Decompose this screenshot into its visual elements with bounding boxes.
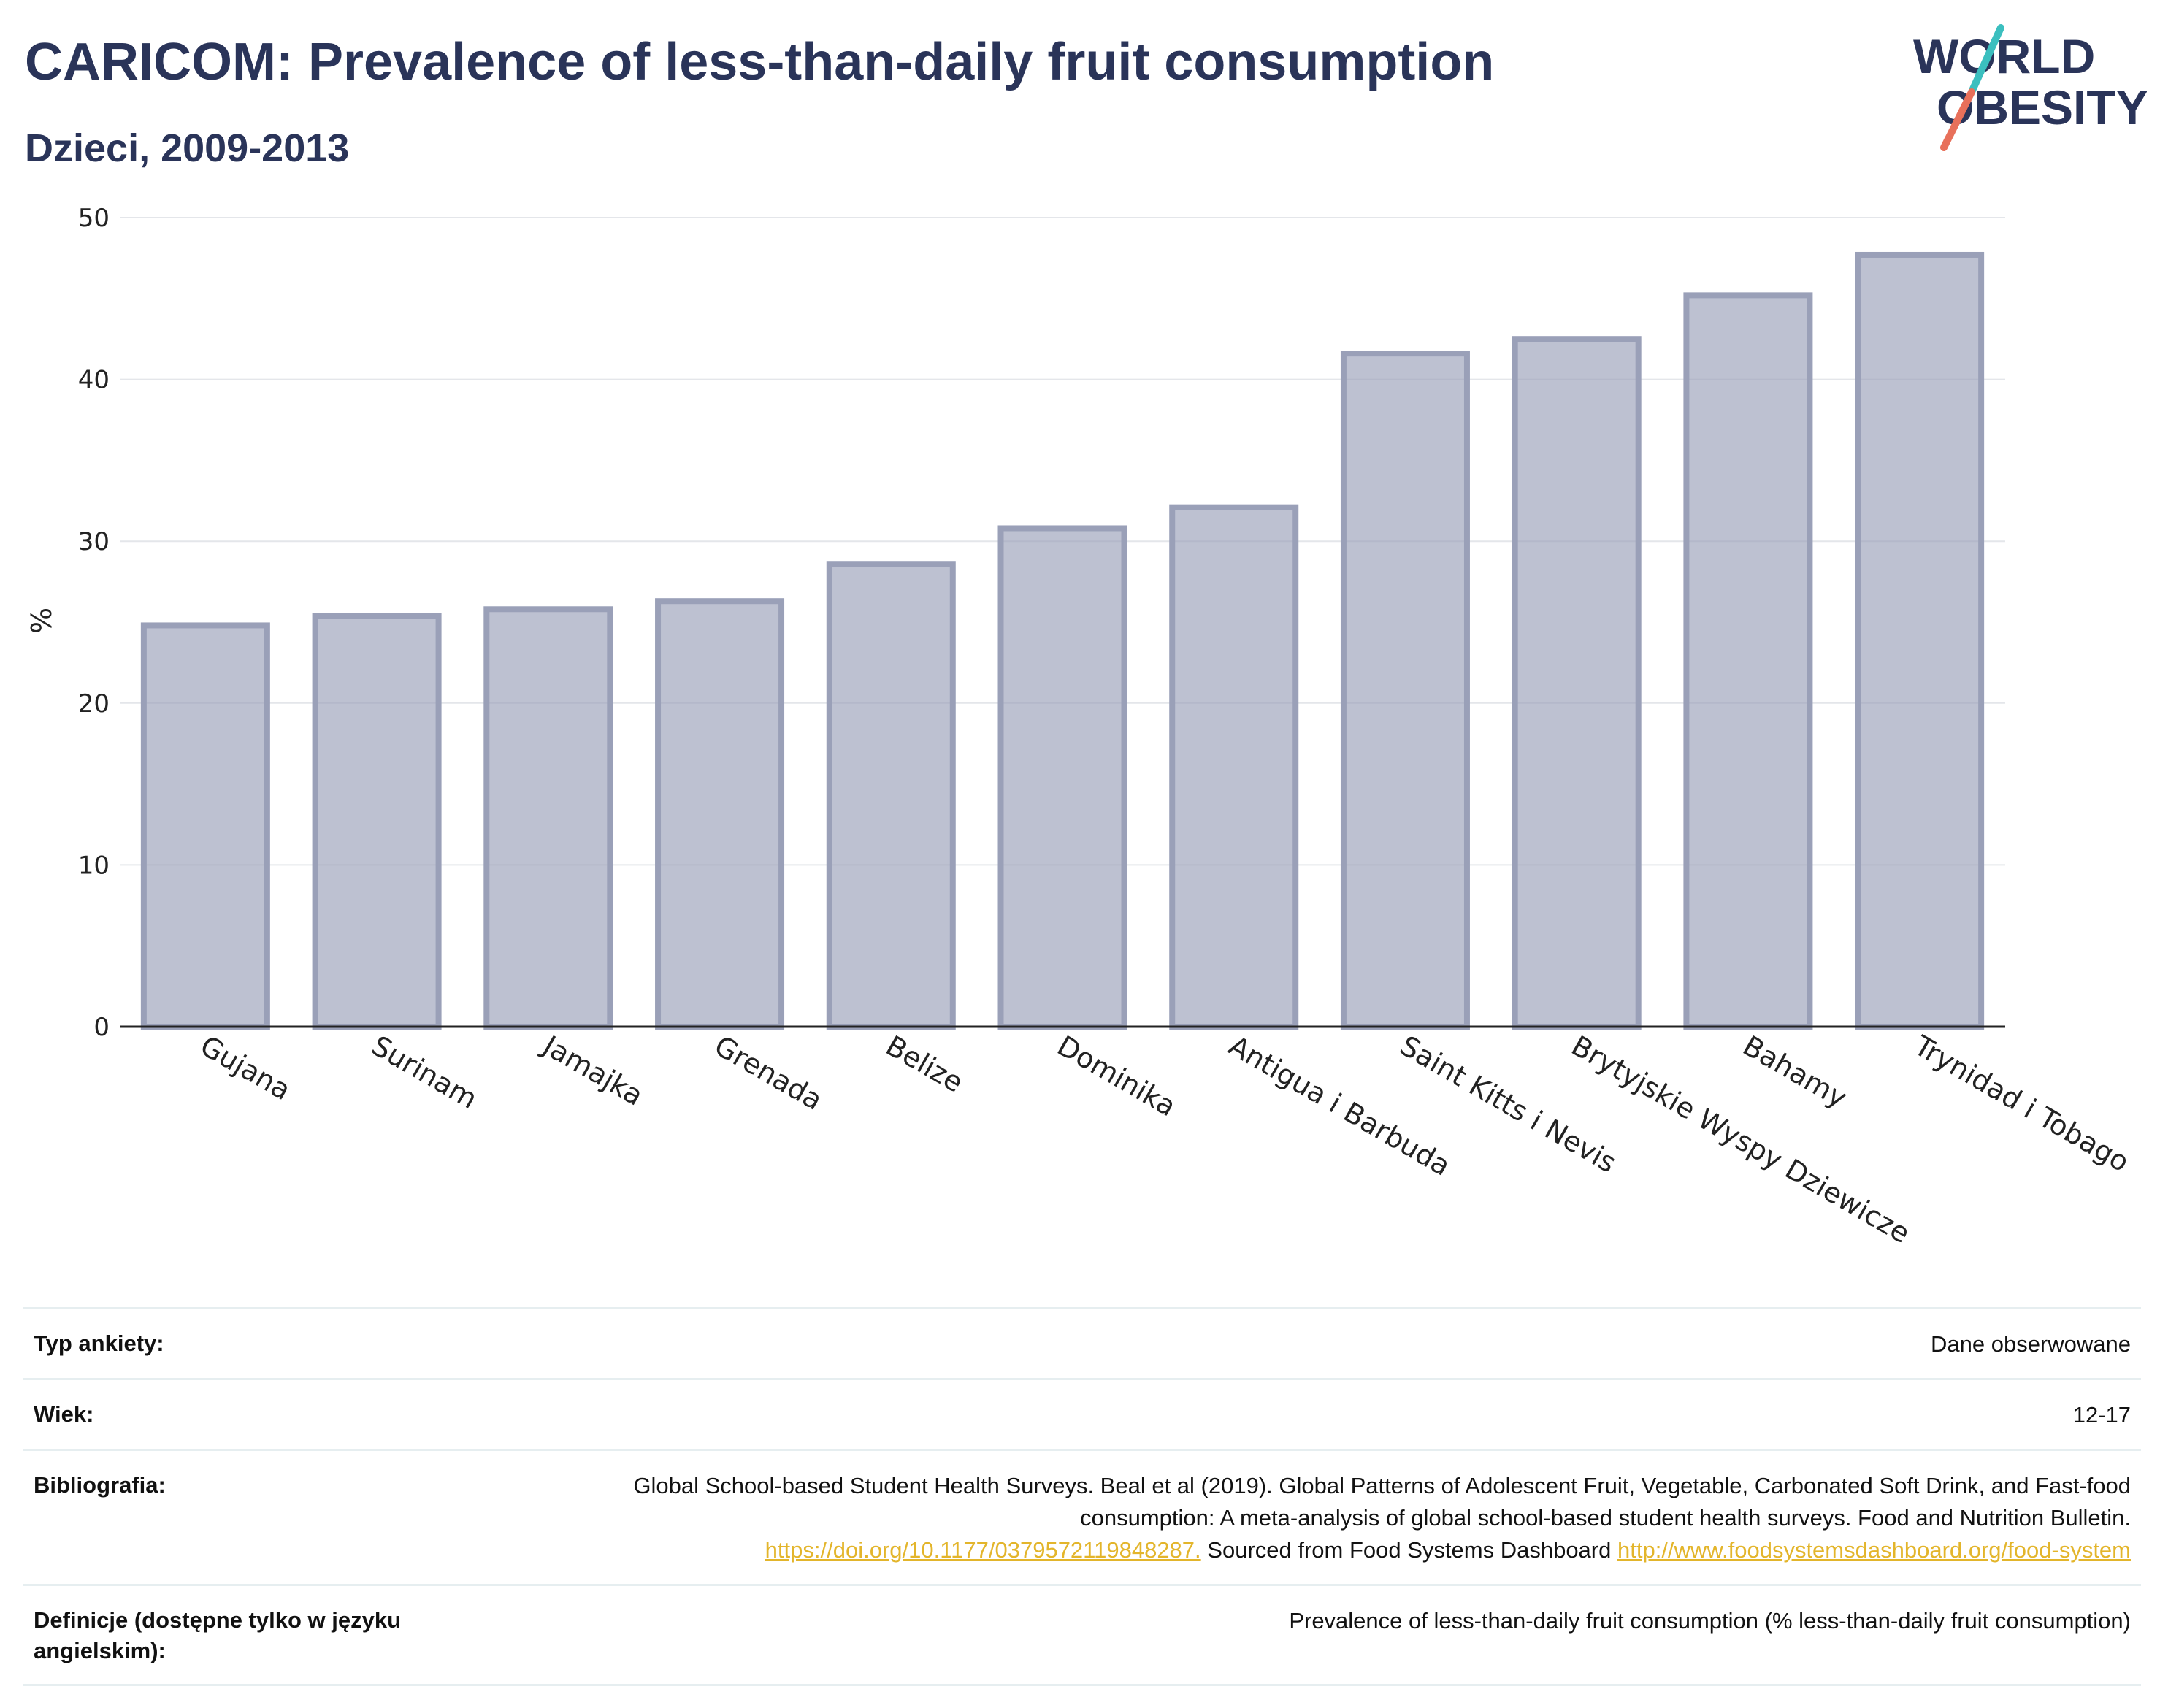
x-tick-label: Surinam bbox=[367, 1030, 483, 1115]
y-axis-label: % bbox=[26, 608, 58, 634]
meta-row-bibliography: Bibliografia: Global School-based Studen… bbox=[23, 1449, 2141, 1584]
bibliography-label: Bibliografia: bbox=[34, 1472, 166, 1498]
y-tick-label: 30 bbox=[78, 527, 110, 556]
bar-bahamy bbox=[1683, 292, 1813, 1030]
bar-surinam bbox=[312, 613, 442, 1030]
definitions-label: Definicje (dostępne tylko w języku angie… bbox=[34, 1607, 402, 1663]
x-tick-label: Trynidad i Tobago bbox=[1908, 1029, 2134, 1178]
logo-text-world: WORLD bbox=[1913, 29, 2095, 83]
bar-antigua-i-barbuda bbox=[1169, 504, 1299, 1030]
bar-belize bbox=[826, 561, 956, 1030]
age-label: Wiek: bbox=[34, 1401, 94, 1427]
survey-type-value: Dane obserwowane bbox=[1930, 1331, 2131, 1357]
world-obesity-logo: WORLD OBESITY bbox=[1913, 24, 2147, 151]
bibliography-value: Global School-based Student Health Surve… bbox=[539, 1470, 2131, 1566]
bar-jamajka bbox=[483, 606, 613, 1030]
y-tick-label: 20 bbox=[78, 689, 110, 719]
meta-row-age: Wiek: 12-17 bbox=[23, 1378, 2141, 1449]
food-systems-dashboard-link[interactable]: http://www.foodsystemsdashboard.org/food… bbox=[1617, 1537, 2131, 1563]
x-tick-label: Brytyjskie Wyspy Dziewicze bbox=[1566, 1030, 1915, 1250]
bars bbox=[140, 251, 1985, 1030]
bibliography-text-1: Global School-based Student Health Surve… bbox=[633, 1473, 2131, 1531]
x-tick-label: Bahamy bbox=[1737, 1030, 1852, 1114]
logo-slash-top bbox=[1968, 24, 2004, 96]
bar-chart: 0 10 20 30 40 50 Gujana Surinam Jamajka Grenada B… bbox=[26, 204, 2134, 1250]
y-tick-label: 50 bbox=[78, 204, 110, 233]
x-tick-label: Grenada bbox=[709, 1030, 828, 1117]
bibliography-text-2: Sourced from Food Systems Dashboard bbox=[1207, 1537, 1612, 1563]
bar-brytyjskie-wyspy-dziewicze bbox=[1512, 336, 1642, 1030]
bar-dominika bbox=[997, 525, 1127, 1030]
age-value: 12-17 bbox=[2072, 1402, 2131, 1428]
y-tick-label: 10 bbox=[78, 851, 110, 880]
y-tick-label: 40 bbox=[78, 366, 110, 395]
metadata-table: Typ ankiety: Dane obserwowane Wiek: 12-1… bbox=[23, 1307, 2141, 1686]
x-tick-label: Gujana bbox=[195, 1030, 296, 1106]
meta-row-survey-type: Typ ankiety: Dane obserwowane bbox=[23, 1307, 2141, 1378]
bar-gujana bbox=[140, 622, 270, 1030]
x-axis-ticks: Gujana Surinam Jamajka Grenada Belize Dominik… bbox=[195, 1029, 2134, 1250]
meta-row-definitions: Definicje (dostępne tylko w języku angie… bbox=[23, 1584, 2141, 1686]
definitions-value: Prevalence of less-than-daily fruit cons… bbox=[1289, 1608, 2131, 1634]
y-axis-ticks: 0 10 20 30 40 50 bbox=[78, 204, 110, 1042]
bar-grenada bbox=[655, 598, 785, 1030]
x-tick-label: Jamajka bbox=[537, 1029, 649, 1112]
bar-saint-kitts-i-nevis bbox=[1340, 351, 1470, 1030]
chart-subtitle: Dzieci, 2009-2013 bbox=[25, 126, 350, 170]
x-tick-label: Belize bbox=[881, 1030, 969, 1099]
x-tick-label: Dominika bbox=[1052, 1030, 1182, 1123]
logo-slash-bottom bbox=[1940, 88, 1975, 151]
survey-type-label: Typ ankiety: bbox=[34, 1330, 164, 1356]
y-tick-label: 0 bbox=[93, 1013, 110, 1042]
chart-title: CARICOM: Prevalence of less-than-daily f… bbox=[25, 33, 1495, 91]
bar-trynidad-i-tobago bbox=[1855, 251, 1985, 1030]
doi-link[interactable]: https://doi.org/10.1177/0379572119848287… bbox=[765, 1537, 1201, 1563]
